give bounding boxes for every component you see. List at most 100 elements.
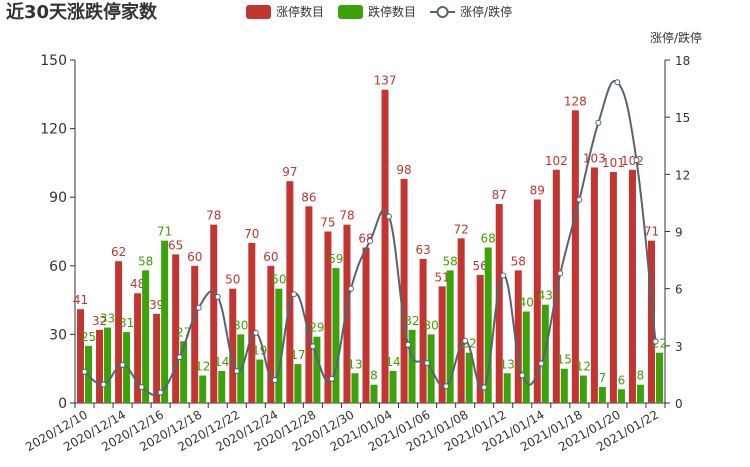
value-label: 65 bbox=[168, 238, 183, 252]
value-label: 68 bbox=[481, 232, 496, 246]
line-point bbox=[119, 361, 126, 368]
bar bbox=[142, 270, 150, 403]
bar bbox=[161, 240, 169, 403]
bar bbox=[647, 240, 655, 403]
value-label: 89 bbox=[530, 183, 545, 197]
line-point bbox=[386, 213, 393, 220]
value-label: 78 bbox=[206, 209, 221, 223]
line-point bbox=[519, 372, 526, 379]
legend-label: 涨停/跌停 bbox=[460, 4, 512, 19]
value-label: 137 bbox=[374, 74, 397, 88]
y-tick-label: 90 bbox=[49, 190, 67, 206]
value-label: 56 bbox=[473, 259, 488, 273]
y2-axis-label: 涨停/跌停 bbox=[650, 30, 702, 45]
value-label: 98 bbox=[396, 163, 411, 177]
value-label: 59 bbox=[328, 252, 343, 266]
y2-tick-label: 15 bbox=[675, 111, 690, 125]
line-point bbox=[176, 354, 183, 361]
value-label: 50 bbox=[225, 273, 240, 287]
bar bbox=[571, 110, 579, 403]
line-point bbox=[424, 359, 431, 366]
bar bbox=[609, 172, 617, 403]
line-point bbox=[157, 389, 164, 396]
line-point bbox=[347, 285, 354, 292]
value-label: 102 bbox=[545, 154, 568, 168]
value-label: 60 bbox=[187, 250, 202, 264]
value-label: 15 bbox=[557, 353, 572, 367]
bar bbox=[172, 254, 180, 403]
line-point bbox=[367, 238, 373, 245]
bar bbox=[248, 242, 256, 403]
line-point bbox=[633, 157, 640, 164]
bar bbox=[286, 181, 294, 403]
value-label: 32 bbox=[92, 314, 107, 328]
bar bbox=[408, 329, 416, 403]
value-label: 97 bbox=[282, 165, 297, 179]
bar bbox=[590, 167, 598, 403]
value-label: 14 bbox=[385, 355, 400, 369]
bar bbox=[381, 89, 389, 403]
y-tick-label: 60 bbox=[49, 259, 67, 275]
value-label: 102 bbox=[621, 154, 644, 168]
line-point bbox=[557, 270, 564, 277]
value-label: 75 bbox=[320, 216, 335, 230]
bar bbox=[256, 359, 264, 403]
bar bbox=[476, 274, 484, 403]
bar bbox=[598, 386, 606, 403]
value-label: 40 bbox=[519, 296, 534, 310]
value-label: 101 bbox=[602, 156, 625, 170]
bar bbox=[533, 199, 541, 403]
value-label: 29 bbox=[309, 321, 324, 335]
value-label: 62 bbox=[111, 245, 126, 259]
chart-title: 近30天涨跌停家数 bbox=[6, 1, 158, 23]
value-label: 78 bbox=[339, 209, 354, 223]
bar bbox=[514, 270, 522, 403]
value-label: 71 bbox=[644, 225, 659, 239]
bar bbox=[560, 368, 568, 403]
bar bbox=[655, 352, 663, 403]
bar bbox=[313, 336, 321, 403]
bar bbox=[636, 384, 644, 403]
value-label: 14 bbox=[214, 355, 229, 369]
value-label: 72 bbox=[454, 222, 469, 236]
value-label: 39 bbox=[149, 298, 164, 312]
bar bbox=[115, 261, 123, 403]
value-label: 32 bbox=[404, 314, 419, 328]
legend-label: 涨停数目 bbox=[276, 4, 324, 19]
line-point bbox=[328, 375, 335, 382]
bar bbox=[541, 304, 549, 403]
bar bbox=[484, 247, 492, 403]
bar bbox=[134, 293, 142, 403]
value-label: 12 bbox=[195, 360, 210, 374]
value-label: 25 bbox=[81, 330, 96, 344]
bar bbox=[324, 231, 332, 403]
bar bbox=[465, 352, 473, 403]
value-label: 70 bbox=[244, 227, 259, 241]
value-label: 30 bbox=[423, 318, 438, 332]
value-label: 43 bbox=[538, 289, 553, 303]
line-point bbox=[481, 384, 488, 391]
bar bbox=[370, 384, 378, 403]
value-label: 128 bbox=[564, 94, 587, 108]
value-label: 51 bbox=[434, 270, 449, 284]
line-point bbox=[309, 343, 316, 350]
value-label: 17 bbox=[290, 348, 305, 362]
legend-swatch bbox=[246, 5, 271, 19]
value-label: 8 bbox=[637, 369, 645, 383]
value-label: 71 bbox=[157, 225, 172, 239]
bar bbox=[153, 313, 161, 403]
bar bbox=[267, 265, 275, 403]
bar bbox=[104, 327, 112, 403]
bar bbox=[77, 309, 85, 403]
bar bbox=[617, 389, 625, 403]
bar bbox=[275, 288, 283, 403]
value-label: 7 bbox=[599, 371, 607, 385]
bar bbox=[218, 370, 226, 403]
bar bbox=[628, 169, 636, 403]
line-point bbox=[538, 360, 545, 367]
y-tick-label: 0 bbox=[58, 396, 67, 412]
bar bbox=[180, 341, 188, 403]
bar bbox=[495, 204, 503, 403]
y-tick-label: 150 bbox=[40, 53, 67, 69]
